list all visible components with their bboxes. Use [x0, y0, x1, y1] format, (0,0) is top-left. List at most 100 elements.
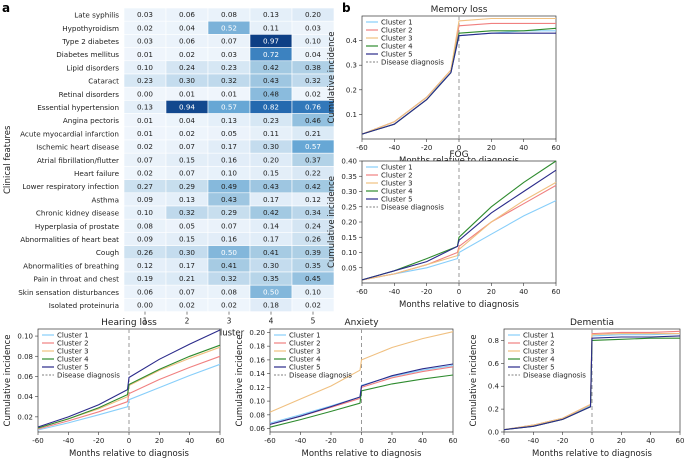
legend-label: Cluster 3: [381, 180, 413, 188]
chart-title: Dementia: [570, 318, 614, 328]
cluster-tick-label: 3: [227, 317, 232, 326]
y-tick-label: 0.06: [17, 373, 33, 381]
heatmap-value: 0.16: [221, 155, 237, 164]
heatmap-value: 0.07: [221, 37, 237, 46]
series-line-cluster-5: [503, 335, 681, 431]
heatmap-value: 0.02: [179, 129, 195, 138]
heatmap-value: 0.22: [305, 169, 321, 178]
heatmap-value: 0.07: [179, 287, 195, 296]
y-tick-label: 0.04: [17, 393, 33, 401]
feature-label: Isolated proteinuria: [49, 301, 119, 310]
heatmap-value: 0.08: [221, 287, 237, 296]
legend-label: Cluster 2: [57, 340, 89, 348]
heatmap-value: 0.15: [263, 169, 279, 178]
x-tick-label: -60: [32, 437, 43, 445]
feature-label: Heart failure: [74, 169, 120, 178]
heatmap-value: 0.76: [305, 103, 321, 112]
y-tick-label: 0.20: [341, 219, 357, 227]
heatmap-value: 0.03: [221, 50, 237, 59]
heatmap-value: 0.00: [137, 301, 153, 310]
x-tick-label: 0: [127, 437, 131, 445]
x-tick-label: -20: [557, 437, 568, 445]
legend-label: Cluster 4: [523, 356, 555, 364]
y-tick-label: 0.1: [346, 111, 357, 119]
heatmap-value: 0.35: [263, 274, 279, 283]
heatmap-value: 0.24: [179, 63, 195, 72]
feature-label: Essential hypertension: [37, 103, 119, 112]
legend-label: Disease diagnosis: [381, 204, 444, 212]
x-tick-label: -60: [498, 437, 509, 445]
heatmap-value: 0.02: [137, 169, 153, 178]
heatmap-value: 0.04: [305, 50, 321, 59]
heatmap-value: 0.11: [263, 129, 279, 138]
legend-label: Disease diagnosis: [523, 372, 586, 380]
cluster-tick-label: 2: [185, 317, 190, 326]
y-tick-label: 0.12: [249, 384, 265, 392]
heatmap-value: 0.13: [263, 10, 279, 19]
chart-title: Hearing loss: [101, 318, 157, 328]
heatmap-value: 0.41: [263, 248, 279, 257]
heatmap-value: 0.20: [263, 155, 279, 164]
heatmap-value: 0.12: [137, 261, 153, 270]
heatmap-value: 0.24: [305, 221, 321, 230]
heatmap-value: 0.94: [179, 103, 195, 112]
heatmap-value: 0.23: [263, 116, 279, 125]
feature-label: Ischemic heart disease: [36, 143, 119, 152]
legend-label: Cluster 3: [381, 35, 413, 43]
legend-label: Cluster 3: [523, 348, 555, 356]
series-line-cluster-3: [269, 331, 454, 413]
chart-anxiety: Anxiety -60 -40 -20 0 20 40 60 0.06 0.08 0.10 0.12 0…: [235, 318, 457, 459]
heatmap-value: 0.10: [305, 287, 321, 296]
heatmap-value: 0.50: [221, 248, 237, 257]
series-line-cluster-2: [37, 355, 221, 430]
x-tick-label: 40: [185, 437, 194, 445]
heatmap-value: 0.37: [305, 155, 321, 164]
x-axis-label: Months relative to diagnosis: [532, 449, 653, 459]
heatmap-value: 0.57: [221, 103, 237, 112]
x-tick-label: 0: [359, 437, 363, 445]
heatmap-value: 0.06: [137, 287, 153, 296]
heatmap-value: 0.29: [179, 182, 195, 191]
heatmap-value: 0.17: [263, 195, 279, 204]
feature-label: Retinal disorders: [59, 90, 120, 99]
feature-label: Pain in throat and chest: [34, 275, 120, 284]
heatmap-value: 0.03: [137, 10, 153, 19]
y-tick-label: 0.8: [488, 337, 499, 345]
legend-label: Cluster 4: [381, 188, 413, 196]
y-tick-label: 0.18: [249, 343, 265, 351]
legend-label: Cluster 2: [523, 340, 555, 348]
series-line-cluster-5: [269, 363, 454, 425]
heatmap-value: 0.32: [179, 208, 195, 217]
heatmap-value: 0.12: [305, 195, 321, 204]
feature-label: Diabetes mellitus: [56, 50, 119, 59]
heatmap-value: 0.43: [263, 182, 279, 191]
series-line-cluster-5: [37, 329, 221, 428]
x-tick-label: -60: [356, 144, 367, 152]
heatmap-value: 0.07: [179, 169, 195, 178]
series-line-cluster-4: [37, 344, 221, 429]
y-tick-label: 0.08: [249, 411, 265, 419]
heatmap-value: 0.82: [263, 103, 279, 112]
x-tick-label: 20: [617, 437, 626, 445]
heatmap-value: 0.03: [137, 37, 153, 46]
heatmap-value: 0.20: [305, 10, 321, 19]
x-tick-label: -20: [421, 144, 432, 152]
x-tick-label: 40: [519, 288, 528, 296]
heatmap-value: 0.43: [263, 76, 279, 85]
series-line-cluster-1: [37, 363, 221, 431]
x-tick-label: 60: [216, 437, 225, 445]
heatmap-value: 0.03: [305, 23, 321, 32]
x-tick-label: 60: [449, 437, 458, 445]
heatmap-value: 0.34: [305, 208, 321, 217]
heatmap-value: 0.04: [179, 23, 195, 32]
legend-label: Cluster 2: [381, 27, 413, 35]
heatmap-value: 0.39: [305, 248, 321, 257]
heatmap-value: 0.05: [221, 129, 237, 138]
heatmap-value: 0.02: [221, 301, 237, 310]
y-tick-label: 0.15: [341, 234, 357, 242]
heatmap-value: 0.32: [305, 76, 321, 85]
heatmap-value: 0.13: [179, 195, 195, 204]
heatmap-value: 0.07: [221, 221, 237, 230]
y-tick-label: 0.14: [249, 370, 265, 378]
y-tick-label: 0.4: [488, 383, 500, 391]
